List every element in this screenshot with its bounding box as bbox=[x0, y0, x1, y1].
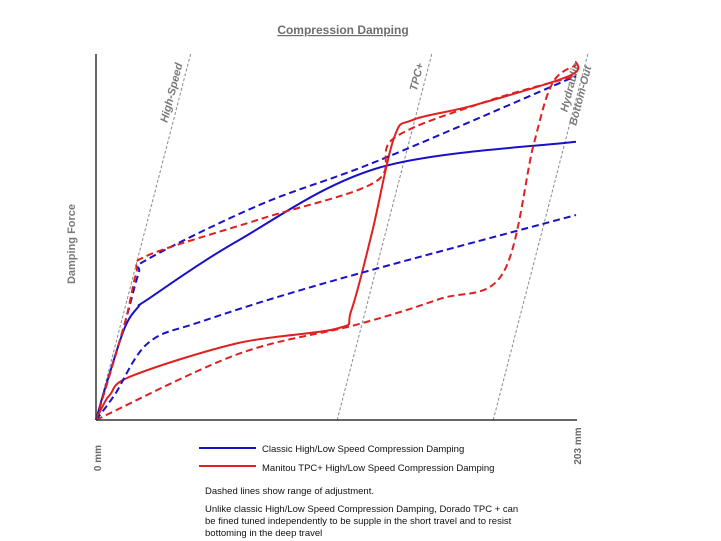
guide-label-1: TPC+ bbox=[408, 61, 427, 92]
series-layer bbox=[95, 60, 580, 421]
chart-title: Compression Damping bbox=[277, 23, 408, 37]
guide-line-2 bbox=[492, 53, 589, 421]
x-tick-1: 203 mm bbox=[573, 427, 584, 464]
series-line-4 bbox=[95, 75, 577, 421]
series-line-5 bbox=[95, 64, 577, 421]
guide-line-1 bbox=[336, 53, 433, 421]
series-line-3 bbox=[95, 214, 577, 421]
y-axis-label: Damping Force bbox=[66, 204, 78, 284]
note-dashed-lines: Dashed lines show range of adjustment. bbox=[205, 486, 374, 497]
x-tick-0: 0 mm bbox=[93, 445, 104, 471]
guide-lines: High-Speed TPC+ HydraulicBottom-Out bbox=[95, 53, 595, 421]
guide-line-0 bbox=[95, 53, 192, 421]
legend-label-tpc: Manitou TPC+ High/Low Speed Compression … bbox=[262, 463, 494, 474]
guide-label-0: High-Speed bbox=[159, 61, 186, 123]
guide-label-2: HydraulicBottom-Out bbox=[556, 60, 595, 126]
note-tpc-explanation: Unlike classic High/Low Speed Compressio… bbox=[205, 504, 519, 539]
legend: Classic High/Low Speed Compression Dampi… bbox=[199, 444, 494, 474]
legend-label-classic: Classic High/Low Speed Compression Dampi… bbox=[262, 444, 464, 455]
